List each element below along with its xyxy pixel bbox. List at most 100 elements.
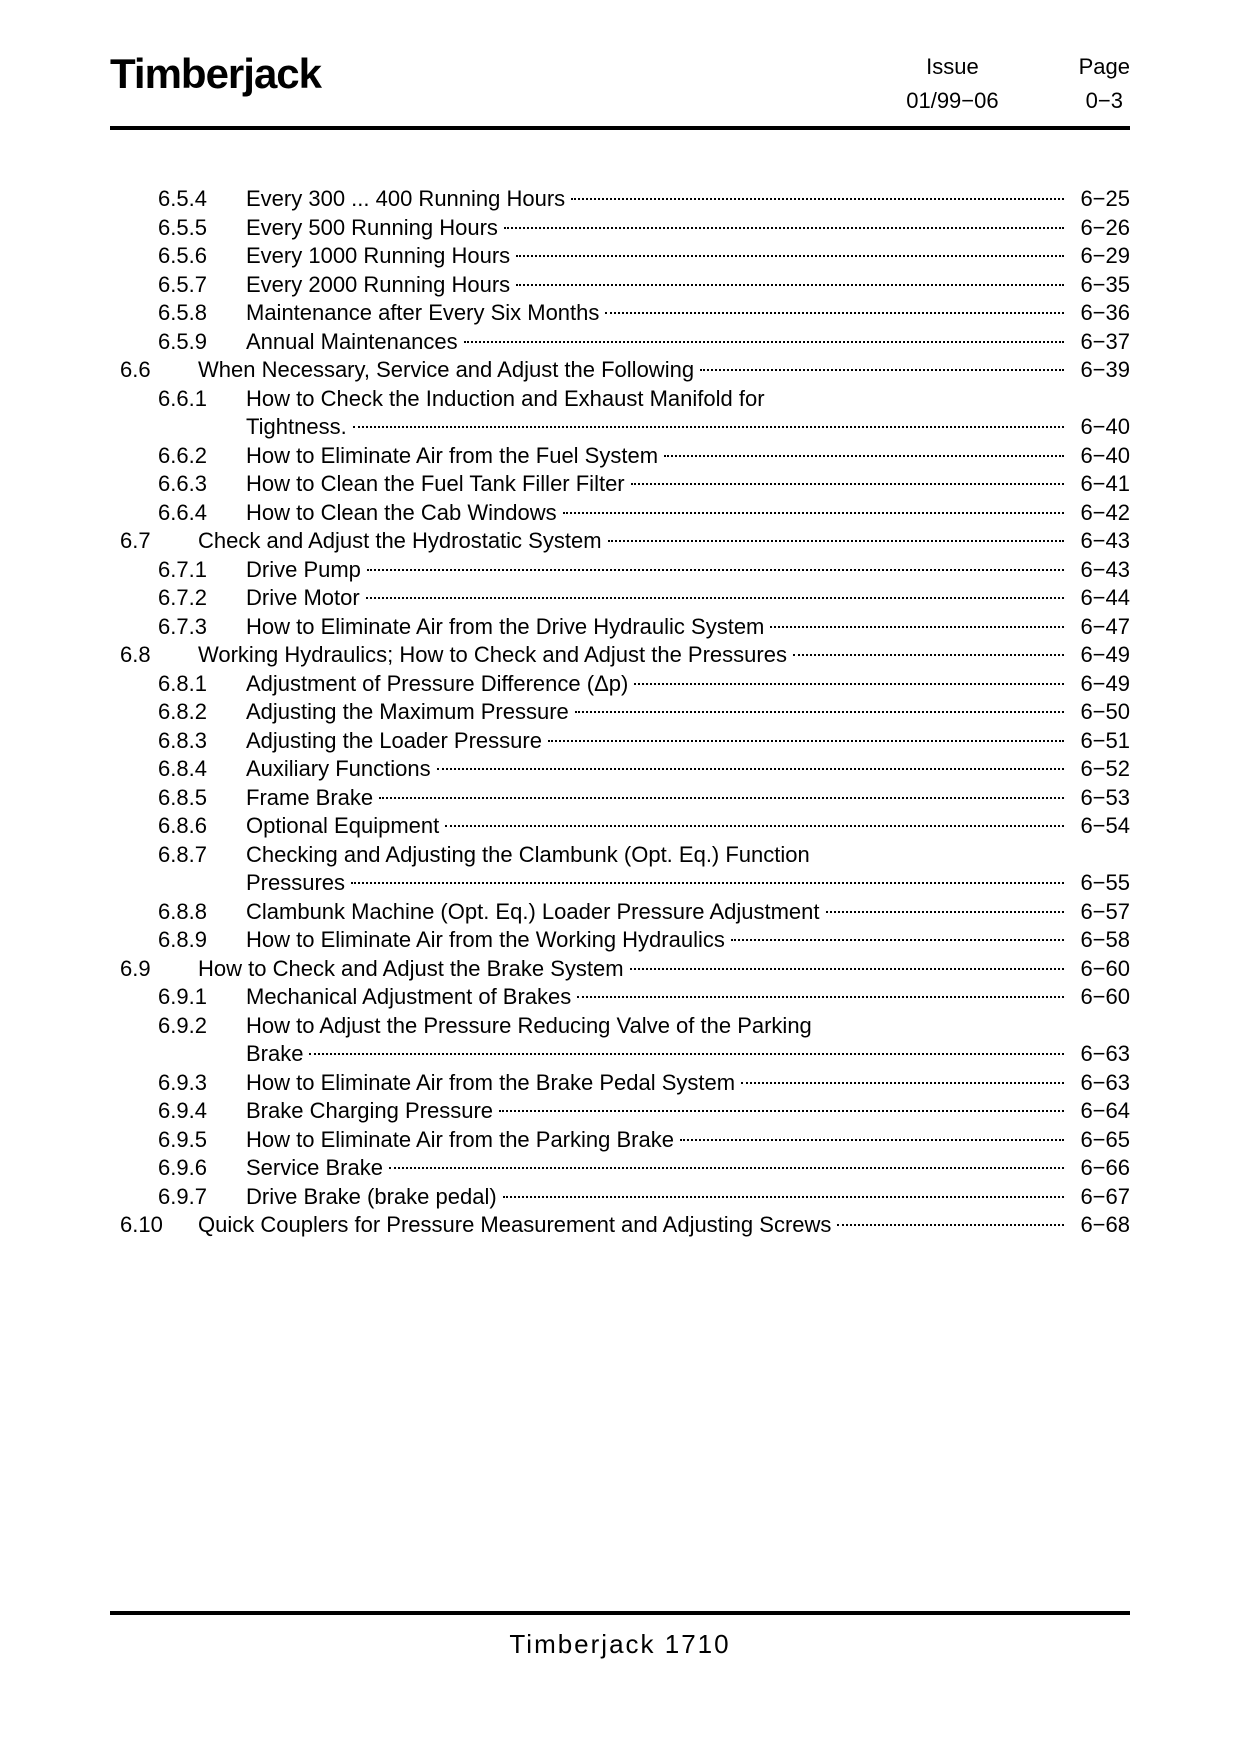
- toc-page: 6−63: [1070, 1043, 1130, 1065]
- toc-leader: [516, 255, 1064, 257]
- toc-leader: [577, 996, 1064, 998]
- toc-page: 6−29: [1070, 245, 1130, 267]
- toc-leader: [366, 597, 1064, 599]
- toc-page: 6−65: [1070, 1129, 1130, 1151]
- toc-title: How to Eliminate Air from the Parking Br…: [246, 1129, 680, 1151]
- toc-page: 6−47: [1070, 616, 1130, 638]
- footer-text: Timberjack 1710: [0, 1629, 1240, 1660]
- toc-leader: [548, 740, 1064, 742]
- toc-entry: 6.5.8Maintenance after Every Six Months6…: [110, 302, 1130, 324]
- toc-number: 6.9.1: [110, 986, 246, 1008]
- toc-number: 6.8.4: [110, 758, 246, 780]
- toc-page: 6−68: [1070, 1214, 1130, 1236]
- toc-leader: [464, 341, 1064, 343]
- toc-page: 6−42: [1070, 502, 1130, 524]
- toc-leader: [351, 882, 1064, 884]
- toc-entry: 6.8Working Hydraulics; How to Check and …: [110, 644, 1130, 666]
- toc-number: 6.8.2: [110, 701, 246, 723]
- toc-page: 6−52: [1070, 758, 1130, 780]
- toc-title: Working Hydraulics; How to Check and Adj…: [198, 644, 793, 666]
- toc-page: 6−53: [1070, 787, 1130, 809]
- toc-number: 6.7: [110, 530, 198, 552]
- toc-number: 6.7.2: [110, 587, 246, 609]
- toc-number: 6.6.3: [110, 473, 246, 495]
- toc-entry: 6.9.6Service Brake6−66: [110, 1157, 1130, 1179]
- toc-entry: 6.7Check and Adjust the Hydrostatic Syst…: [110, 530, 1130, 552]
- toc-page: 6−36: [1070, 302, 1130, 324]
- toc-leader: [516, 284, 1064, 286]
- toc-number: 6.7.1: [110, 559, 246, 581]
- toc-entry: 6.6.3How to Clean the Fuel Tank Filler F…: [110, 473, 1130, 495]
- toc-leader: [379, 797, 1064, 799]
- toc-title: Quick Couplers for Pressure Measurement …: [198, 1214, 837, 1236]
- toc-leader: [634, 683, 1064, 685]
- toc-page: 6−66: [1070, 1157, 1130, 1179]
- toc-page: 6−40: [1070, 416, 1130, 438]
- toc-title: Auxiliary Functions: [246, 758, 437, 780]
- toc-leader: [389, 1167, 1064, 1169]
- toc-page: 6−58: [1070, 929, 1130, 951]
- toc-entry: 6.7.1Drive Pump6−43: [110, 559, 1130, 581]
- toc-page: 6−39: [1070, 359, 1130, 381]
- toc-title: Mechanical Adjustment of Brakes: [246, 986, 577, 1008]
- toc-number: 6.8.8: [110, 901, 246, 923]
- toc-title-cont: Pressures: [246, 872, 351, 894]
- toc-leader: [504, 227, 1064, 229]
- toc-entry: 6.9.5How to Eliminate Air from the Parki…: [110, 1129, 1130, 1151]
- toc-page: 6−41: [1070, 473, 1130, 495]
- toc-entry: 6.8.7Checking and Adjusting the Clambunk…: [110, 844, 1130, 895]
- page-header: Timberjack Issue 01/99−06 Page 0−3: [110, 50, 1130, 130]
- toc-leader: [608, 540, 1064, 542]
- toc-entry: 6.6.2How to Eliminate Air from the Fuel …: [110, 445, 1130, 467]
- toc-entry: 6.5.6Every 1000 Running Hours6−29: [110, 245, 1130, 267]
- toc-number: 6.5.4: [110, 188, 246, 210]
- toc-number: 6.8.1: [110, 673, 246, 695]
- toc-entry: 6.6When Necessary, Service and Adjust th…: [110, 359, 1130, 381]
- toc-title: How to Eliminate Air from the Drive Hydr…: [246, 616, 770, 638]
- toc-entry: 6.8.8Clambunk Machine (Opt. Eq.) Loader …: [110, 901, 1130, 923]
- toc-number: 6.6: [110, 359, 198, 381]
- toc-page: 6−55: [1070, 872, 1130, 894]
- toc-leader: [353, 426, 1064, 428]
- toc-number: 6.5.9: [110, 331, 246, 353]
- toc-page: 6−35: [1070, 274, 1130, 296]
- toc-number: 6.9.5: [110, 1129, 246, 1151]
- toc-entry: 6.9.7Drive Brake (brake pedal)6−67: [110, 1186, 1130, 1208]
- toc-leader: [503, 1196, 1064, 1198]
- toc-page: 6−37: [1070, 331, 1130, 353]
- toc-entry: 6.9.2How to Adjust the Pressure Reducing…: [110, 1015, 1130, 1066]
- issue-value: 01/99−06: [906, 88, 998, 114]
- toc-leader: [826, 911, 1065, 913]
- toc-leader: [793, 654, 1064, 656]
- toc-title: Every 500 Running Hours: [246, 217, 504, 239]
- toc-leader: [700, 369, 1064, 371]
- toc-number: 6.8: [110, 644, 198, 666]
- toc-title: Adjusting the Loader Pressure: [246, 730, 548, 752]
- toc-number: 6.9.2: [110, 1015, 246, 1037]
- toc-entry: 6.9.1Mechanical Adjustment of Brakes6−60: [110, 986, 1130, 1008]
- toc-title-cont: Tightness.: [246, 416, 353, 438]
- page-block: Page 0−3: [1079, 54, 1130, 114]
- toc-entry: 6.7.2Drive Motor6−44: [110, 587, 1130, 609]
- toc-title: How to Eliminate Air from the Brake Peda…: [246, 1072, 741, 1094]
- toc-number: 6.5.6: [110, 245, 246, 267]
- table-of-contents: 6.5.4Every 300 ... 400 Running Hours6−25…: [110, 188, 1130, 1236]
- toc-title: How to Eliminate Air from the Working Hy…: [246, 929, 731, 951]
- toc-title: How to Adjust the Pressure Reducing Valv…: [246, 1015, 818, 1037]
- toc-page: 6−60: [1070, 958, 1130, 980]
- toc-title: How to Check the Induction and Exhaust M…: [246, 388, 771, 410]
- toc-number: 6.8.6: [110, 815, 246, 837]
- toc-entry: 6.8.2Adjusting the Maximum Pressure6−50: [110, 701, 1130, 723]
- toc-number: 6.5.8: [110, 302, 246, 324]
- toc-number: 6.8.3: [110, 730, 246, 752]
- toc-title: Drive Motor: [246, 587, 366, 609]
- toc-title: Adjustment of Pressure Difference (Δp): [246, 673, 634, 695]
- toc-entry: 6.8.6Optional Equipment6−54: [110, 815, 1130, 837]
- toc-leader: [575, 711, 1064, 713]
- toc-number: 6.5.5: [110, 217, 246, 239]
- toc-title: Every 2000 Running Hours: [246, 274, 516, 296]
- toc-number: 6.9.6: [110, 1157, 246, 1179]
- issue-block: Issue 01/99−06: [906, 54, 998, 114]
- toc-leader: [571, 198, 1064, 200]
- toc-leader: [731, 939, 1064, 941]
